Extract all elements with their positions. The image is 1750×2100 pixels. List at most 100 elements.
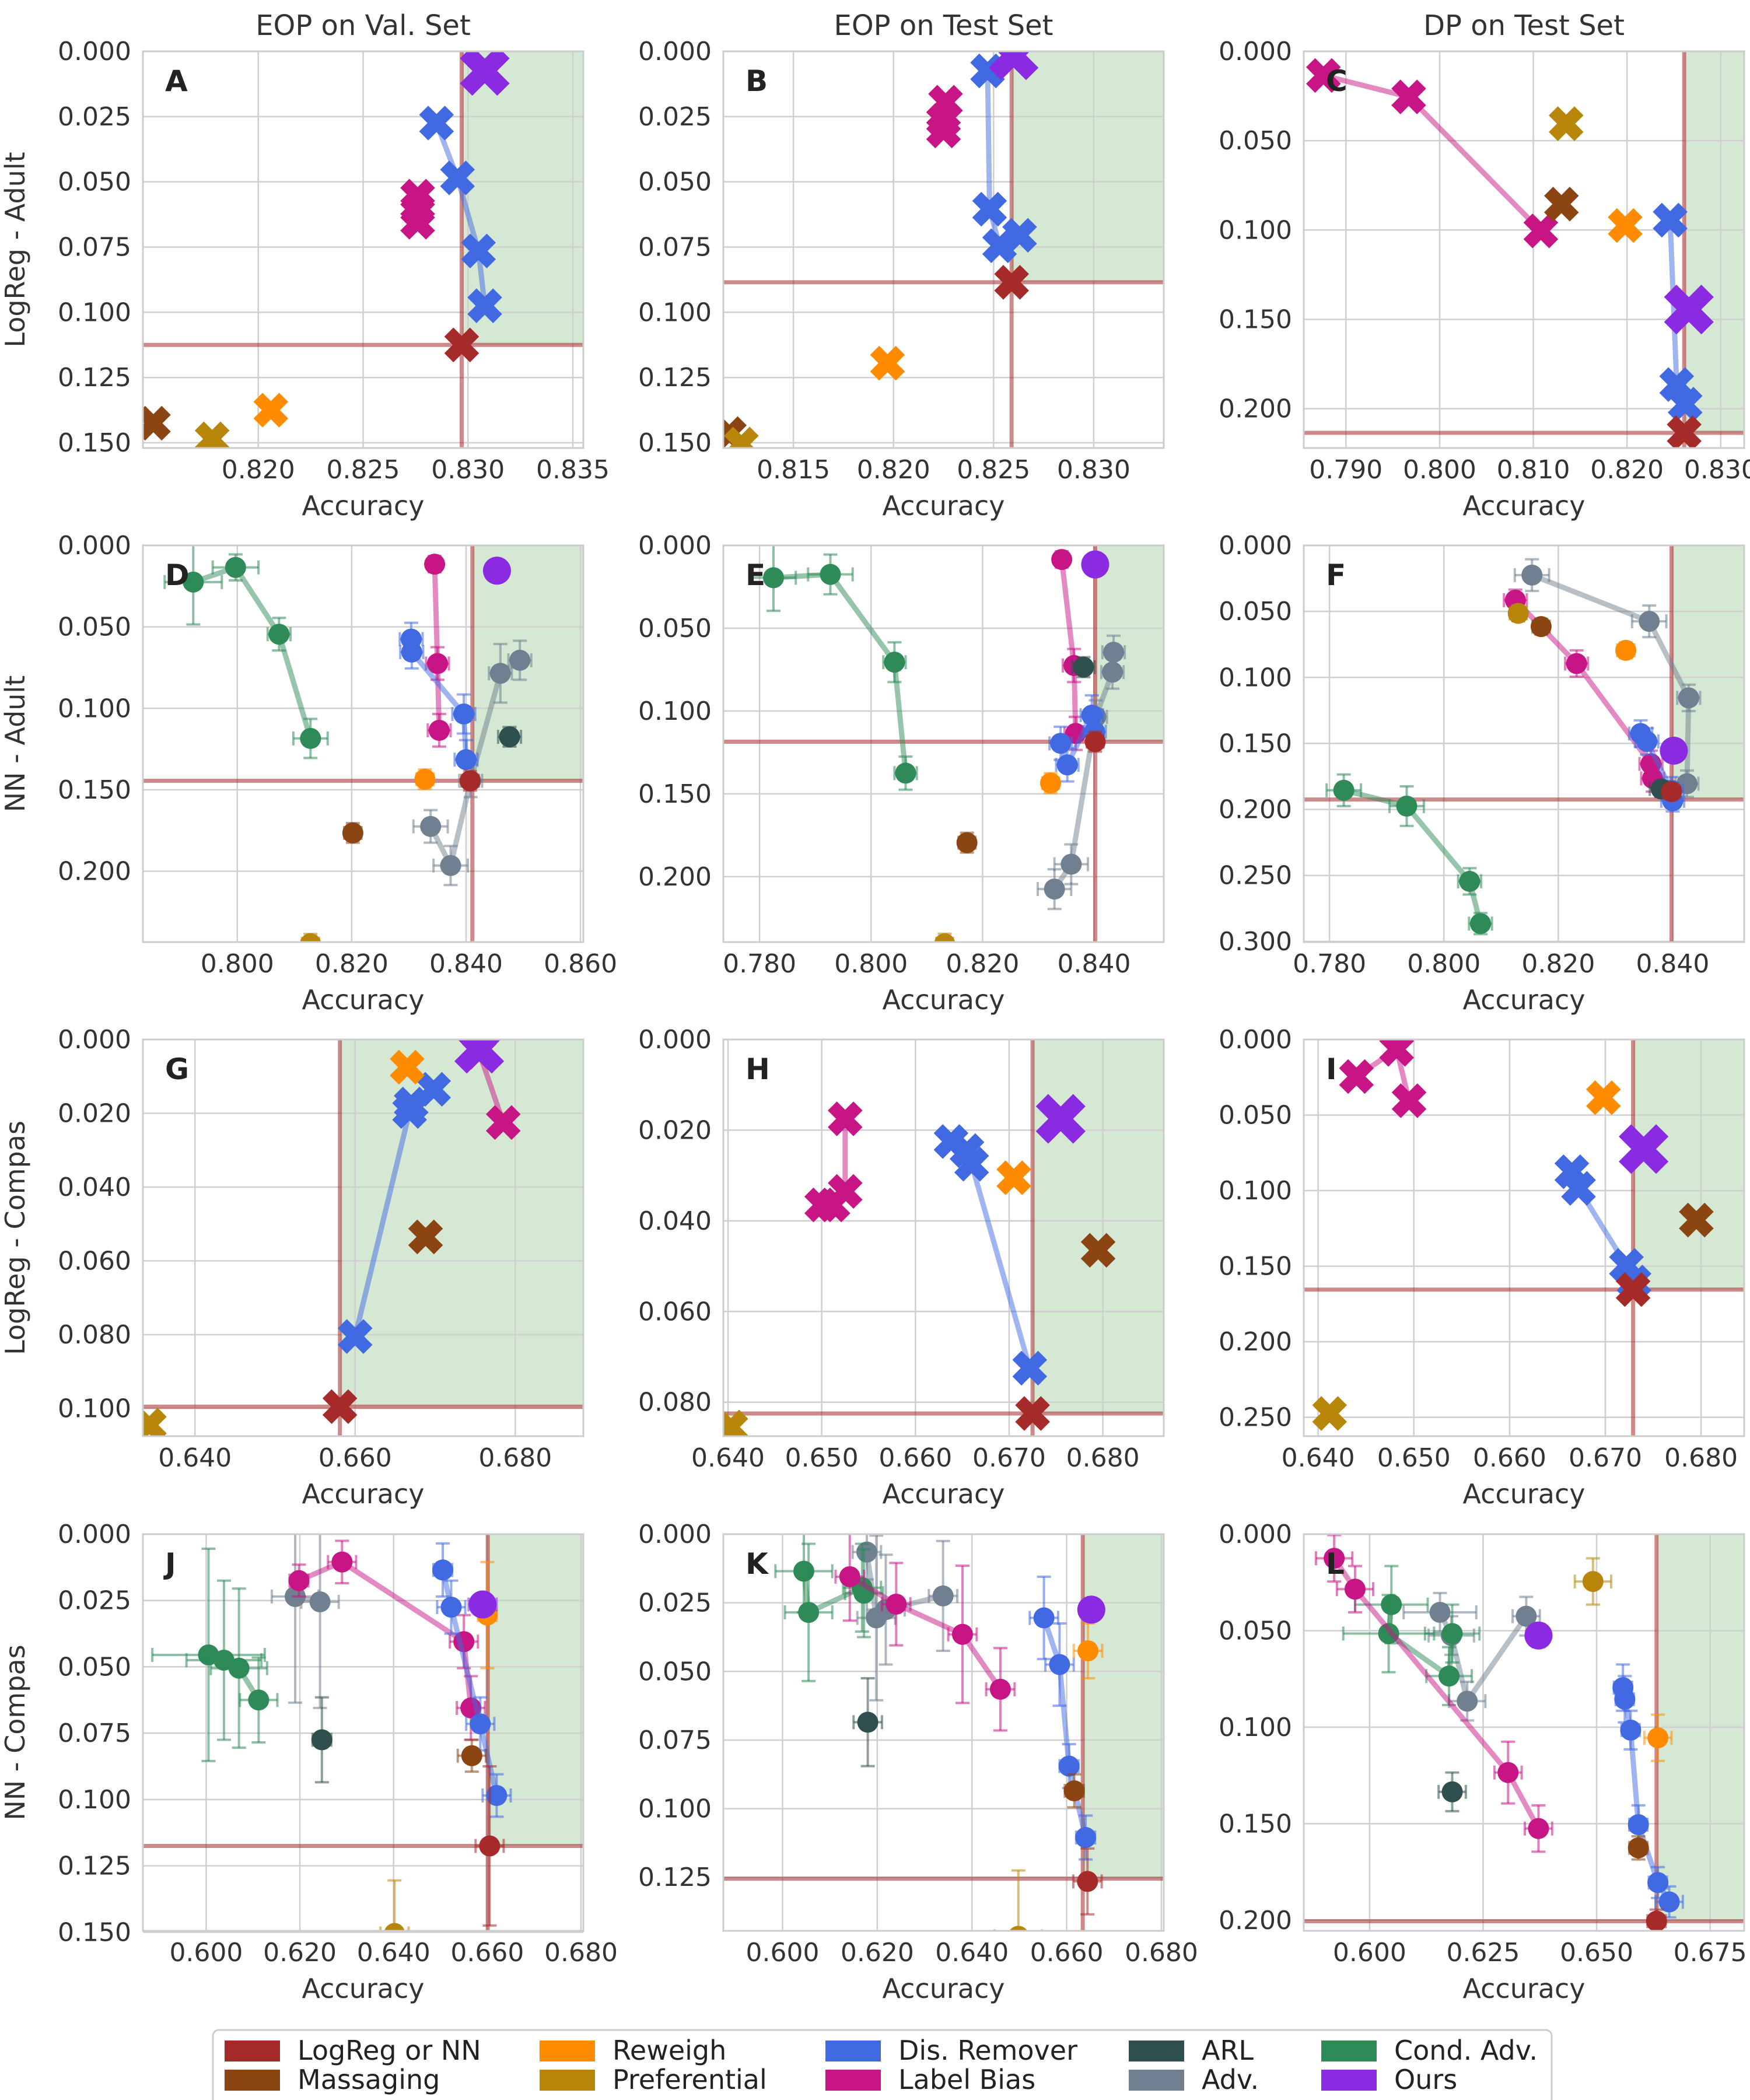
y-tick-label: 0.060 — [638, 1297, 712, 1326]
x-tick-label: 0.670 — [1569, 1443, 1642, 1473]
series-line — [1322, 72, 1543, 233]
point-dis_remover — [1628, 1814, 1649, 1836]
y-tick-label: 0.150 — [58, 775, 131, 805]
point-label_bias — [1497, 1762, 1519, 1783]
legend-item-dis_remover: Dis. Remover — [825, 2035, 1077, 2066]
row-label: LogReg - Adult — [0, 152, 31, 347]
point-base — [1084, 731, 1106, 752]
x-tick-label: 0.625 — [1446, 1938, 1520, 1968]
x-tick-label: 0.825 — [327, 455, 400, 485]
y-tick-label: 0.080 — [58, 1320, 131, 1350]
series-preferential — [300, 933, 321, 942]
series-ours — [482, 556, 511, 585]
x-tick-label: 0.620 — [841, 1938, 914, 1968]
series-massaging — [1063, 1773, 1085, 1809]
panel-C: 0.790 0.800 0.810 0.820 0.830 0.000 0.050 0.100… — [1219, 9, 1750, 522]
point-label_bias — [839, 1566, 860, 1587]
legend-item-cond_adv: Cond. Adv. — [1321, 2035, 1538, 2066]
y-tick-label: 0.200 — [1219, 795, 1292, 825]
point-cond_adv — [1469, 913, 1491, 935]
point-cond_adv — [798, 1602, 820, 1623]
point-reweigh — [1608, 208, 1643, 243]
point-cond_adv — [884, 652, 905, 673]
point-arl — [1073, 656, 1094, 678]
point-reweigh — [390, 1049, 425, 1085]
legend-item-massaging: Massaging — [225, 2064, 440, 2095]
x-tick-label: 0.660 — [1473, 1443, 1546, 1473]
point-dis_remover — [1033, 1607, 1055, 1629]
point-label_bias — [1344, 1578, 1366, 1600]
point-dis_remover — [486, 1785, 508, 1807]
y-tick-label: 0.050 — [58, 1652, 131, 1682]
legend-swatch — [825, 2070, 881, 2091]
panel-frame — [1303, 544, 1745, 943]
y-tick-label: 0.000 — [58, 1025, 131, 1055]
y-tick-label: 0.200 — [1219, 1327, 1292, 1357]
y-tick-label: 0.000 — [1219, 1520, 1292, 1549]
x-tick-label: 0.820 — [222, 455, 295, 485]
series-base — [474, 1765, 505, 1927]
y-tick-label: 0.000 — [58, 531, 131, 561]
point-label_bias — [989, 1678, 1011, 1700]
data-layer — [750, 545, 1126, 942]
legend-label: Ours — [1394, 2064, 1457, 2095]
series-dis_remover — [432, 1542, 512, 1818]
legend-swatch — [1321, 2070, 1377, 2091]
y-tick-label: 0.150 — [58, 1917, 131, 1947]
point-ours — [1619, 1124, 1669, 1174]
series-arl — [852, 1677, 883, 1768]
panel-frame — [142, 544, 584, 943]
x-tick-label: 0.780 — [723, 949, 796, 979]
x-tick-label: 0.835 — [536, 455, 610, 485]
x-tick-label: 0.640 — [691, 1443, 765, 1473]
data-layer — [1315, 1534, 1684, 1931]
x-tick-label: 0.790 — [1309, 455, 1382, 485]
y-tick-label: 0.050 — [638, 614, 712, 643]
point-label_bias — [1391, 1083, 1427, 1118]
legend-label: ARL — [1202, 2035, 1254, 2066]
point-dis_remover — [1614, 1688, 1636, 1710]
point-massaging — [1063, 1780, 1085, 1801]
panel-J: 0.600 0.620 0.640 0.660 0.680 0.000 0.025 0.050… — [0, 1520, 618, 2004]
series-reweigh — [1040, 772, 1061, 794]
series-line — [1385, 1604, 1455, 1681]
point-dis_remover — [440, 1597, 462, 1618]
legend-label: LogReg or NN — [298, 2035, 481, 2066]
legend-item-ours: Ours — [1321, 2064, 1457, 2095]
point-cond_adv — [225, 556, 246, 578]
y-tick-label: 0.200 — [58, 857, 131, 887]
point-adv — [932, 1585, 954, 1606]
y-tick-label: 0.000 — [638, 1520, 712, 1549]
y-tick-label: 0.100 — [638, 696, 712, 726]
x-tick-label: 0.620 — [263, 1938, 337, 1968]
series-base — [1084, 730, 1106, 753]
x-tick-label: 0.815 — [757, 455, 830, 485]
point-cond_adv — [248, 1689, 270, 1711]
series-dis_remover — [398, 621, 479, 780]
series-ours — [467, 1590, 498, 1619]
y-tick-label: 0.125 — [58, 1852, 131, 1881]
point-label_bias — [485, 1105, 521, 1140]
point-dis_remover — [1653, 202, 1688, 238]
legend-label: Adv. — [1202, 2064, 1259, 2095]
point-base — [1661, 781, 1682, 803]
point-adv — [440, 855, 461, 876]
point-ours — [989, 51, 1039, 80]
series-ours — [1035, 1094, 1086, 1144]
y-tick-label: 0.100 — [58, 298, 131, 327]
x-axis-label: Accuracy — [882, 490, 1005, 522]
point-cond_adv — [183, 571, 204, 593]
series-ours — [1660, 736, 1688, 765]
x-tick-label: 0.860 — [544, 949, 617, 979]
series-label_bias — [1306, 58, 1559, 249]
y-tick-label: 0.150 — [1219, 729, 1292, 758]
legend-item-label_bias: Label Bias — [825, 2064, 1035, 2095]
y-tick-label: 0.000 — [638, 531, 712, 561]
x-tick-label: 0.800 — [834, 949, 908, 979]
panel-frame — [142, 1038, 584, 1437]
point-base — [1077, 1871, 1098, 1892]
y-tick-label: 0.020 — [58, 1099, 131, 1129]
series-reweigh — [870, 345, 905, 381]
point-massaging — [1544, 187, 1579, 222]
series-line — [440, 1569, 499, 1797]
